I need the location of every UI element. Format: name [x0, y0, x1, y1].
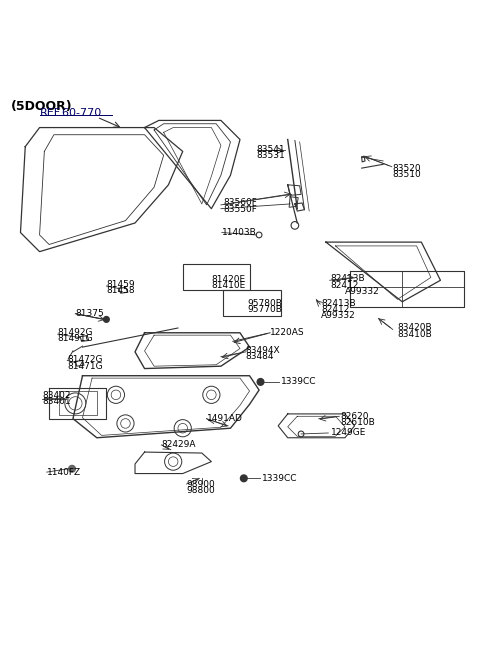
Text: 83401: 83401: [42, 398, 71, 407]
Circle shape: [104, 317, 109, 322]
Text: 95780B: 95780B: [247, 298, 282, 308]
Text: 1140FZ: 1140FZ: [47, 468, 81, 477]
Text: 81471G: 81471G: [67, 361, 103, 371]
Text: A99332: A99332: [345, 287, 380, 296]
Bar: [223, 290, 281, 316]
Text: 81492G: 81492G: [58, 328, 93, 337]
Text: 81491G: 81491G: [58, 335, 93, 344]
Text: 81472G: 81472G: [67, 356, 103, 365]
Text: 82413B: 82413B: [321, 298, 356, 308]
Bar: [183, 264, 250, 290]
Text: 82412: 82412: [321, 305, 349, 314]
Text: 1339CC: 1339CC: [281, 377, 316, 386]
Text: 83494X: 83494X: [246, 346, 280, 355]
Text: 83541: 83541: [257, 144, 285, 154]
Text: 81458: 81458: [107, 286, 135, 295]
Text: 83520: 83520: [393, 163, 421, 173]
Text: 83510: 83510: [393, 170, 421, 179]
Text: 1220AS: 1220AS: [270, 328, 305, 337]
Text: 83402: 83402: [42, 391, 71, 400]
Text: 81459: 81459: [107, 279, 135, 289]
Text: 82620: 82620: [340, 412, 369, 420]
Text: 81420E: 81420E: [211, 275, 245, 284]
Text: 11403B: 11403B: [222, 228, 257, 237]
Text: 81410E: 81410E: [211, 281, 246, 290]
Circle shape: [240, 475, 247, 482]
Text: 82610B: 82610B: [340, 418, 375, 427]
Text: 83420B: 83420B: [397, 323, 432, 333]
Text: 82412: 82412: [331, 281, 359, 289]
Text: 81375: 81375: [75, 309, 104, 318]
Text: A99332: A99332: [321, 311, 356, 320]
Text: REF.60-770: REF.60-770: [39, 108, 102, 118]
Text: 83560F: 83560F: [223, 199, 257, 207]
Circle shape: [69, 466, 75, 472]
Circle shape: [257, 379, 264, 385]
Text: 98900: 98900: [187, 480, 216, 489]
Text: 83550F: 83550F: [223, 205, 257, 214]
Text: 95770B: 95770B: [247, 305, 282, 314]
Text: 1249GE: 1249GE: [331, 428, 366, 438]
Text: 1491AD: 1491AD: [206, 414, 242, 423]
Text: 83410B: 83410B: [397, 330, 432, 338]
Text: 98800: 98800: [187, 485, 216, 495]
Text: 83484: 83484: [246, 352, 274, 361]
Text: 82429A: 82429A: [161, 440, 196, 449]
Text: 82413B: 82413B: [331, 274, 365, 283]
Text: (5DOOR): (5DOOR): [11, 100, 72, 113]
Text: 1339CC: 1339CC: [262, 474, 297, 483]
Text: 83531: 83531: [257, 151, 286, 160]
